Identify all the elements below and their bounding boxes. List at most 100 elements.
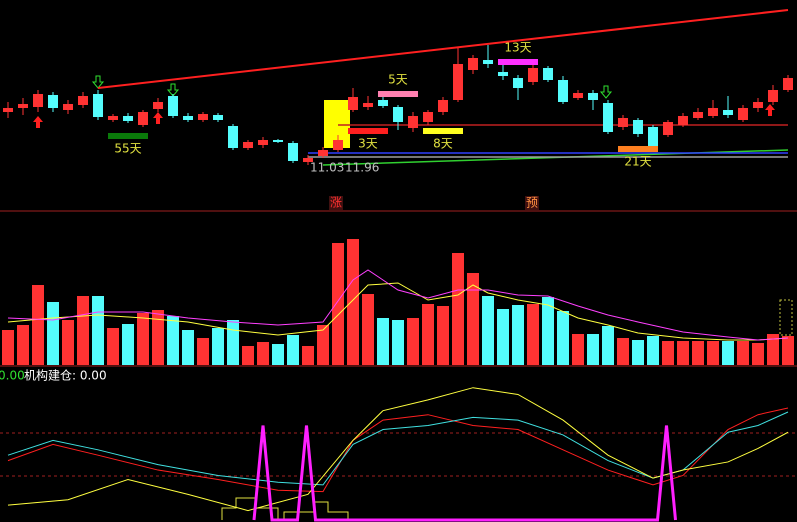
candle-body xyxy=(588,93,598,100)
candle-body xyxy=(603,103,613,132)
volume-bar xyxy=(17,325,29,365)
volume-bar xyxy=(497,309,509,365)
volume-bar xyxy=(407,318,419,365)
signal-bar xyxy=(618,146,658,152)
candle-body xyxy=(363,103,373,107)
signal-label: 21天 xyxy=(624,155,651,169)
volume-ma xyxy=(7,282,789,341)
signal-bar xyxy=(423,128,463,134)
candle-body xyxy=(3,108,13,112)
candle-body xyxy=(138,112,148,125)
volume-bar xyxy=(257,342,269,365)
volume-bar xyxy=(662,341,674,365)
candle-body xyxy=(753,102,763,108)
volume-bar xyxy=(602,326,614,365)
candle-body xyxy=(393,107,403,122)
candle-body xyxy=(783,78,793,90)
volume-bar xyxy=(707,341,719,365)
marker-label: 涨 xyxy=(330,195,342,210)
candle-body xyxy=(273,140,283,142)
candle-body xyxy=(123,116,133,121)
volume-bar xyxy=(197,338,209,365)
candle-body xyxy=(348,97,358,110)
trend-line xyxy=(97,9,789,89)
indicator-line xyxy=(7,407,789,493)
candle-body xyxy=(198,114,208,120)
candle-body xyxy=(408,116,418,128)
volume-bar xyxy=(647,336,659,365)
signal-bar xyxy=(348,128,388,134)
volume-bar xyxy=(572,334,584,365)
candle-body xyxy=(108,116,118,120)
indicator-value: 0.00 xyxy=(0,369,25,383)
signal-bar xyxy=(108,133,148,139)
candle-body xyxy=(213,115,223,120)
volume-bar xyxy=(137,313,149,365)
volume-bar xyxy=(362,294,374,365)
volume-bar xyxy=(167,316,179,365)
highlight-box xyxy=(779,299,793,336)
volume-bar xyxy=(92,296,104,365)
volume-bar xyxy=(77,296,89,365)
candle-body xyxy=(168,96,178,116)
price-label: 11.96 xyxy=(345,161,379,175)
candle-body xyxy=(663,122,673,135)
marker-box xyxy=(525,196,539,210)
volume-bar xyxy=(242,346,254,365)
volume-bar xyxy=(152,310,164,365)
candle-body xyxy=(513,78,523,88)
candle-body xyxy=(243,142,253,148)
down-arrows xyxy=(91,75,613,99)
candle-body xyxy=(693,112,703,118)
candle-body xyxy=(768,90,778,102)
candle-body xyxy=(423,112,433,122)
bottom-steps xyxy=(221,497,349,520)
marker-label: 预 xyxy=(526,196,538,210)
candle-body xyxy=(18,104,28,108)
candle-body xyxy=(453,64,463,100)
candle-body xyxy=(738,108,748,120)
volume-bar xyxy=(227,320,239,365)
volume-bar xyxy=(467,273,479,365)
candle-body xyxy=(258,140,268,145)
volume-bar xyxy=(722,341,734,365)
volume-bar xyxy=(632,340,644,365)
candle-body xyxy=(318,150,328,156)
volume-bar xyxy=(2,330,14,365)
signal-label: 8天 xyxy=(433,137,453,151)
volume-bar xyxy=(737,341,749,365)
volume-bar xyxy=(107,328,119,365)
volume-bar xyxy=(527,304,539,365)
volume-bar xyxy=(692,341,704,365)
volume-bar xyxy=(782,336,794,365)
volume-bar xyxy=(377,318,389,365)
volume-bar xyxy=(62,320,74,365)
volume-bar xyxy=(767,334,779,365)
volume-bar xyxy=(617,338,629,365)
candle-body xyxy=(228,126,238,148)
candle-body xyxy=(63,104,73,110)
volume-bar xyxy=(272,344,284,365)
candle-body xyxy=(48,95,58,108)
candle-body xyxy=(33,94,43,107)
volume-bar xyxy=(122,324,134,365)
volume-bar xyxy=(422,304,434,365)
candle-body xyxy=(618,118,628,127)
candle-body xyxy=(333,140,343,150)
candle-body xyxy=(528,68,538,82)
volume-bar xyxy=(437,306,449,365)
signal-bar xyxy=(378,91,418,97)
signal-label: 3天 xyxy=(358,137,378,151)
volume-bar xyxy=(32,285,44,365)
candle-body xyxy=(723,110,733,115)
volume-bar xyxy=(182,330,194,365)
volume-bar xyxy=(677,341,689,365)
candle-body xyxy=(438,100,448,112)
candle-body xyxy=(378,100,388,106)
volume-bar xyxy=(212,328,224,365)
candle-body xyxy=(468,58,478,70)
candle-body xyxy=(183,116,193,120)
volume-bar xyxy=(542,297,554,365)
